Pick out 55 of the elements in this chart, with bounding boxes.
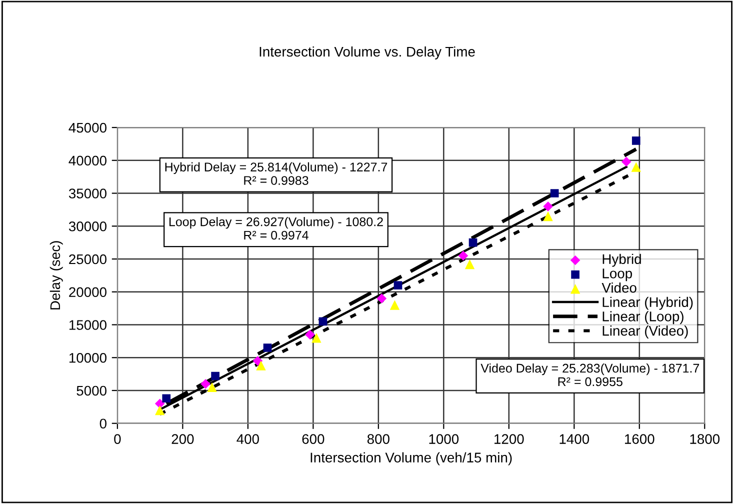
point — [263, 344, 272, 352]
y-tick-label: 35000 — [68, 188, 106, 198]
y-tick-label: 10000 — [69, 352, 106, 363]
y-tick-label: 20000 — [69, 287, 106, 298]
point — [543, 211, 553, 222]
y-tick-label: 40000 — [68, 156, 106, 166]
x-tick-label: 600 — [302, 434, 324, 444]
point — [252, 356, 263, 366]
x-tick-label: 1200 — [494, 434, 524, 444]
y-tick-label: 5000 — [76, 386, 106, 396]
y-tick-label: 0 — [100, 418, 106, 429]
point — [318, 317, 328, 326]
legend-label: Linear (Loop) — [602, 311, 684, 324]
y-axis-title: Delay (sec) — [50, 241, 63, 310]
x-tick-label: 1400 — [560, 434, 590, 444]
point — [550, 189, 559, 198]
legend-label: Loop — [602, 268, 632, 282]
point — [312, 333, 322, 343]
point — [200, 379, 210, 389]
y-tick-label: 15000 — [69, 320, 106, 330]
point — [376, 294, 387, 304]
point — [207, 382, 217, 392]
chart-title: Intersection Volume vs. Delay Time — [260, 46, 475, 60]
x-tick-label: 400 — [236, 434, 259, 444]
annotation: Hybrid Delay = 25.814(Volume) - 1227.7 R² = 0.9983 — [165, 162, 388, 185]
y-tick-label: 30000 — [68, 221, 106, 232]
annotation: Loop Delay = 26.927(Volume) - 1080.2 R² = 0.9974 — [169, 217, 383, 240]
legend-label: Video — [602, 282, 636, 293]
x-tick-label: 1000 — [429, 434, 459, 444]
point — [154, 405, 165, 416]
y-tick-label: 45000 — [68, 122, 106, 133]
point — [211, 372, 220, 380]
point — [256, 360, 266, 370]
point — [632, 136, 640, 145]
x-tick-label: 800 — [367, 434, 390, 444]
point — [394, 281, 402, 290]
x-tick-label: 1800 — [690, 434, 720, 444]
legend-label: Linear (Video) — [602, 326, 688, 338]
point — [464, 259, 475, 270]
point — [458, 250, 468, 261]
x-tick-label: 0 — [114, 434, 121, 444]
point — [305, 330, 315, 340]
point — [468, 238, 478, 247]
point — [162, 394, 171, 403]
x-tick-label: 1600 — [625, 434, 654, 444]
annotation: Video Delay = 25.283(Volume) - 1871.7 R² = 0.9955 — [480, 363, 700, 386]
x-tick-label: 200 — [172, 434, 194, 444]
point — [621, 156, 632, 167]
y-tick-label: 25000 — [69, 254, 106, 264]
point — [390, 300, 400, 310]
point — [631, 162, 641, 172]
x-axis-title: Intersection Volume (veh/15 min) — [310, 452, 512, 466]
point — [543, 201, 553, 212]
legend-label: Linear (Hybrid) — [602, 296, 693, 310]
legend-label: Hybrid — [602, 254, 641, 267]
